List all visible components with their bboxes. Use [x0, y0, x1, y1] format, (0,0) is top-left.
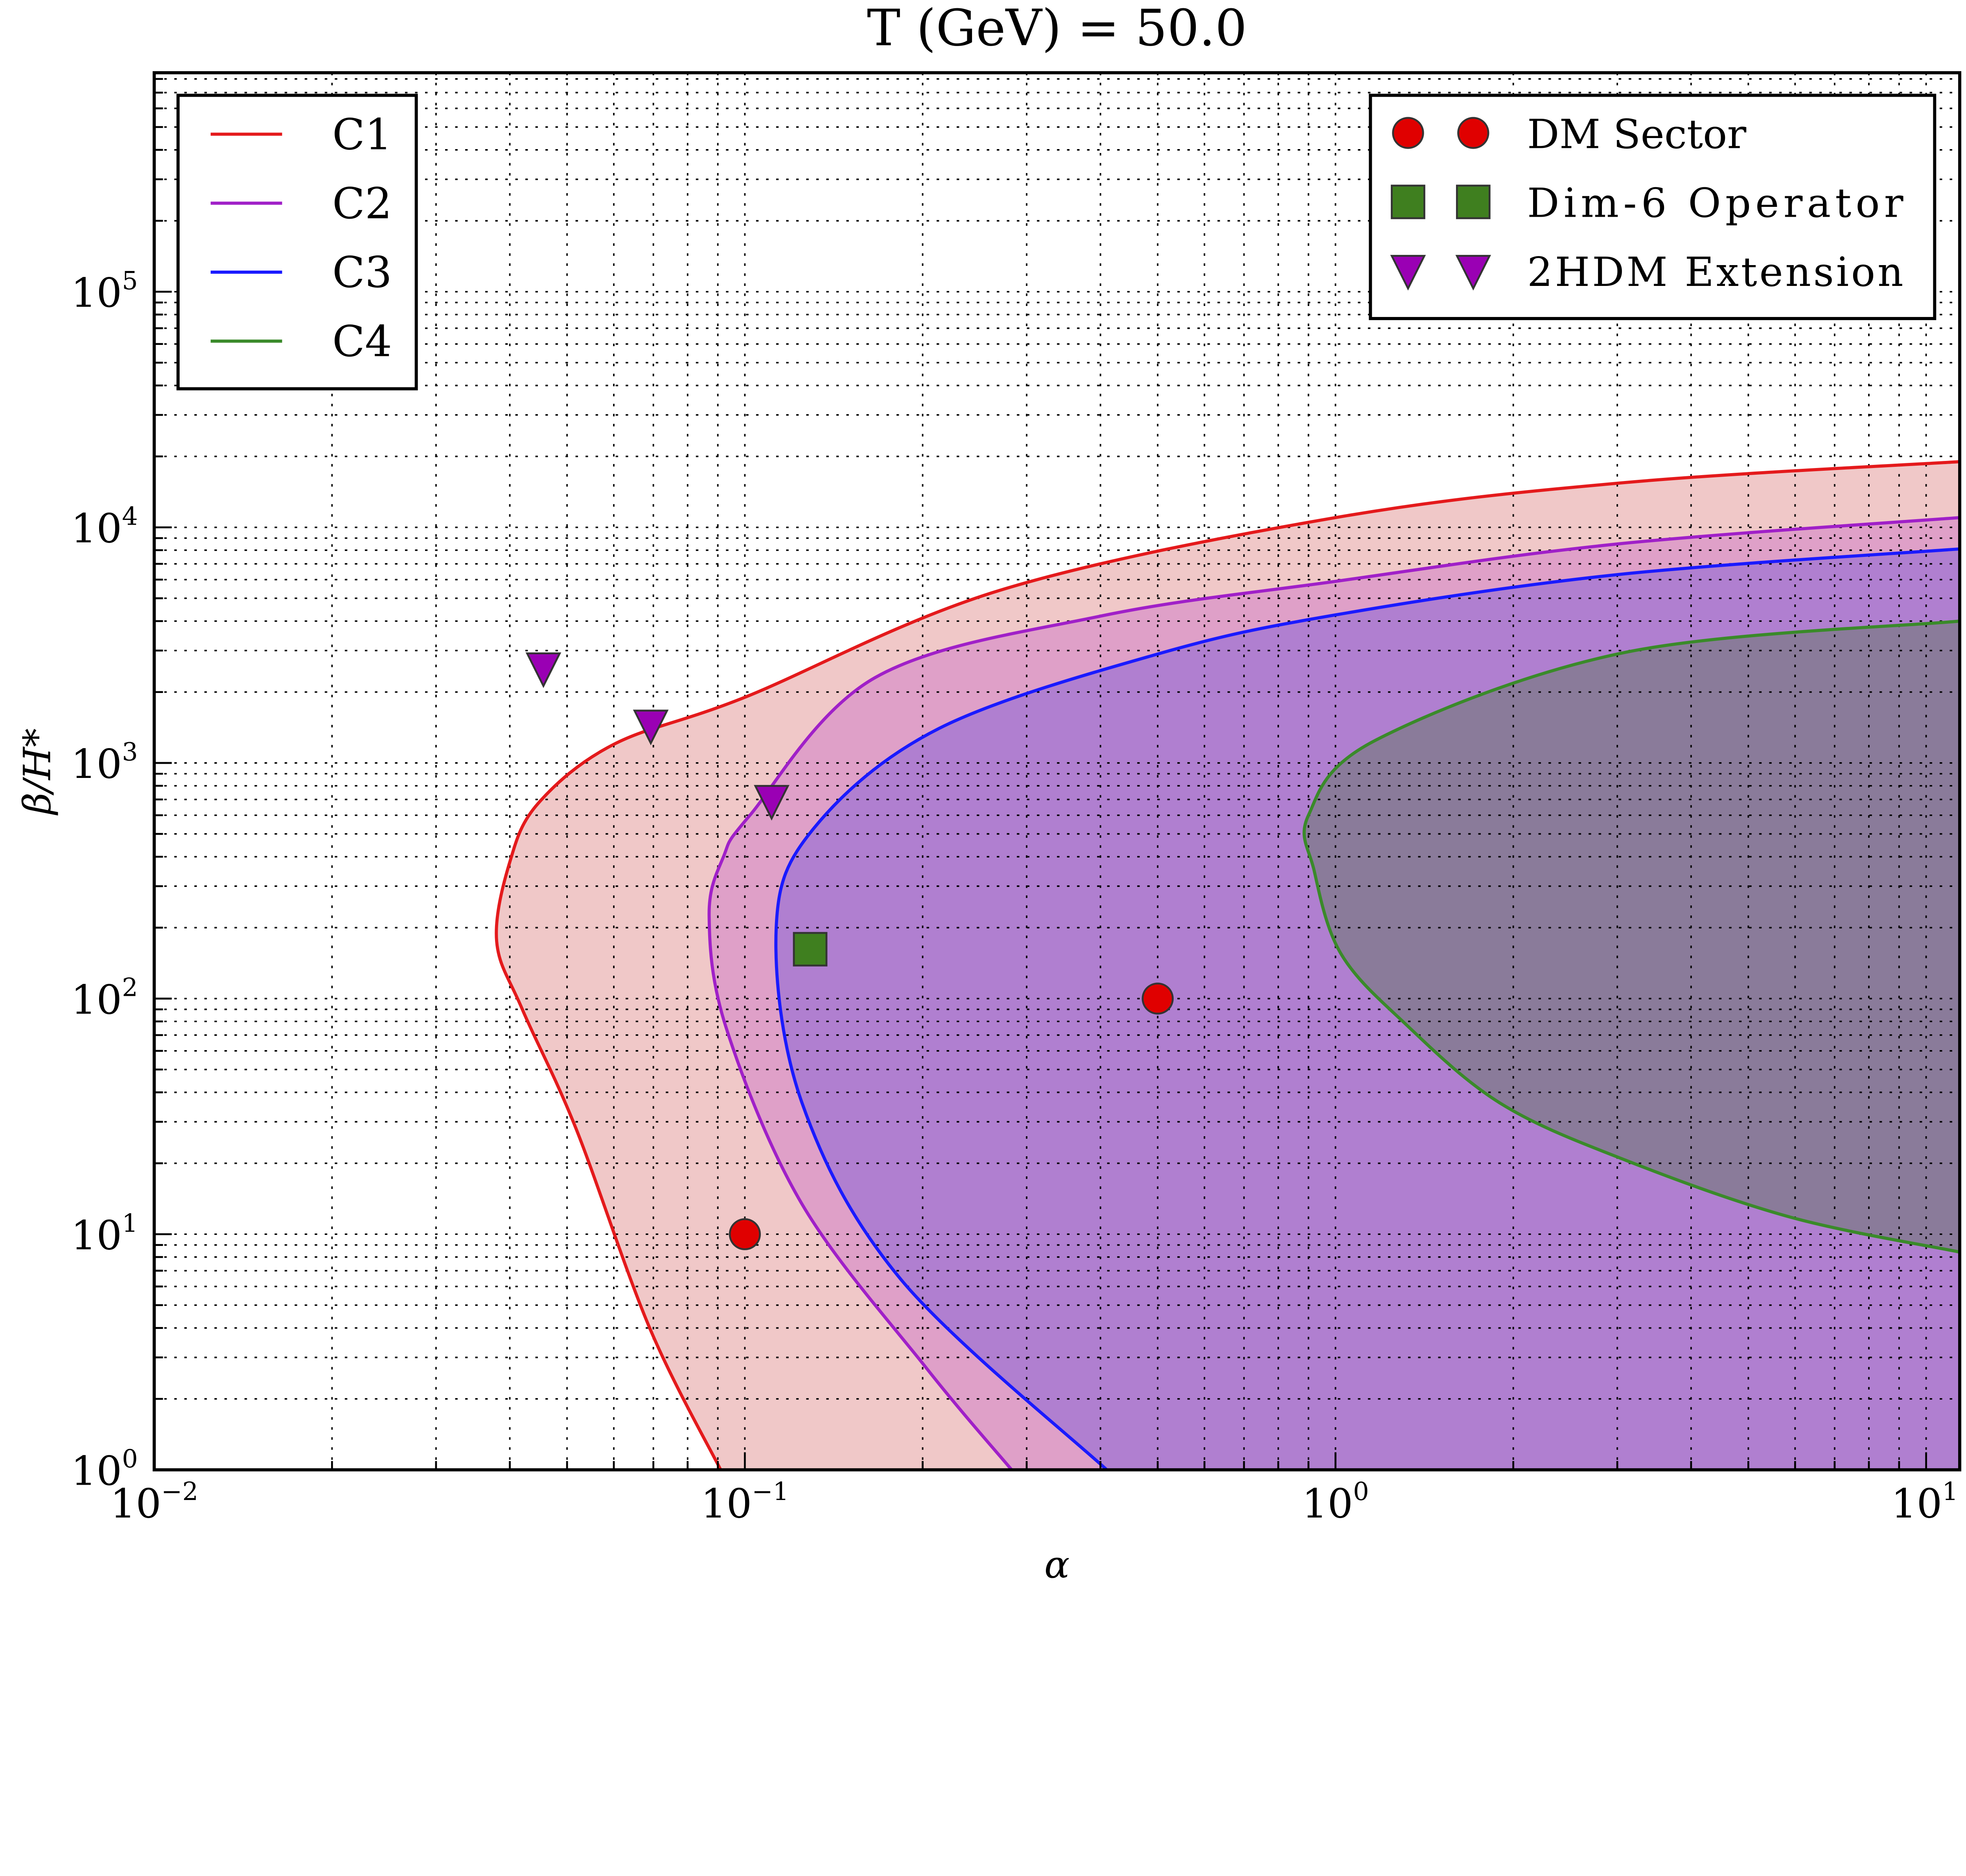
x-tick-exponent: 1: [1942, 1477, 1958, 1506]
y-tick-base: 10: [71, 505, 122, 552]
legend-line-label: C2: [332, 179, 392, 229]
marker-2hdm-extension: [754, 785, 790, 821]
x-tick-base: 10: [1302, 1480, 1353, 1527]
legend-line-label: C3: [332, 247, 392, 297]
x-tick-label: 100: [1302, 1477, 1369, 1528]
marker-dim-6-operator: [793, 932, 828, 967]
legend-marker-swatch: [1390, 255, 1426, 291]
legend-marker-label: Dim-6 Operator: [1527, 180, 1903, 227]
x-tick-label: 10−1: [701, 1477, 789, 1528]
legend-marker-swatch: [1391, 184, 1425, 219]
x-tick-base: 10: [701, 1480, 752, 1527]
legend-marker-swatch: [1456, 184, 1491, 219]
y-axis-label: β/H*: [15, 728, 59, 816]
marker-2hdm-extension: [633, 709, 669, 746]
y-tick-base: 10: [71, 977, 122, 1023]
contour-fill-c4: [1304, 621, 1960, 1252]
legend-line-label: C4: [332, 317, 392, 367]
chart-title: T (GeV) = 50.0: [867, 0, 1247, 57]
contour-line-c3: [774, 547, 1960, 1471]
x-tick-exponent: 0: [1353, 1477, 1369, 1506]
contour-line-c1: [495, 460, 1960, 1471]
y-tick-exponent: 4: [122, 502, 138, 531]
contour-line-c2: [707, 516, 1960, 1471]
legend-marker-swatch: [1457, 117, 1489, 149]
x-tick-exponent: −1: [752, 1477, 789, 1506]
legend-marker-label: DM Sector: [1527, 111, 1747, 158]
y-tick-base: 10: [71, 270, 122, 317]
x-axis-label: α: [1044, 1542, 1070, 1586]
y-tick-exponent: 5: [122, 266, 138, 295]
legend-marker-swatch: [1392, 117, 1424, 149]
chart-figure: T (GeV) = 50.0 10−2 10−1 100 101 100 101 102 10…: [15, 0, 1962, 1587]
x-tick-base: 10: [1891, 1480, 1942, 1527]
marker-dm-sector: [1141, 982, 1174, 1015]
y-tick-base: 10: [71, 1448, 122, 1495]
x-tick-base: 10: [110, 1480, 161, 1527]
legend-line-label: C1: [332, 109, 392, 159]
y-tick-exponent: 0: [122, 1445, 138, 1474]
y-tick-label: 104: [71, 502, 138, 552]
y-tick-exponent: 2: [122, 973, 138, 1002]
plot-frame: [153, 71, 1962, 1472]
x-tick-label: 101: [1891, 1477, 1958, 1528]
y-tick-label: 103: [71, 738, 138, 788]
x-tick-label: 10−2: [110, 1477, 198, 1528]
contour-line-c4: [1302, 619, 1960, 1254]
y-tick-base: 10: [71, 1212, 122, 1259]
y-tick-label: 102: [71, 973, 138, 1024]
marker-2hdm-extension: [525, 652, 561, 688]
y-tick-label: 100: [71, 1445, 138, 1495]
y-tick-exponent: 3: [122, 738, 138, 767]
x-tick-exponent: −2: [161, 1477, 198, 1506]
y-tick-base: 10: [71, 741, 122, 788]
chart-svg: T (GeV) = 50.0 10−2 10−1 100 10110010110210…: [15, 0, 1962, 1587]
y-tick-label: 101: [71, 1209, 138, 1259]
y-tick-label: 105: [71, 266, 138, 317]
legend-marker-swatch: [1455, 255, 1491, 291]
y-tick-exponent: 1: [122, 1209, 138, 1238]
marker-dm-sector: [729, 1218, 761, 1250]
